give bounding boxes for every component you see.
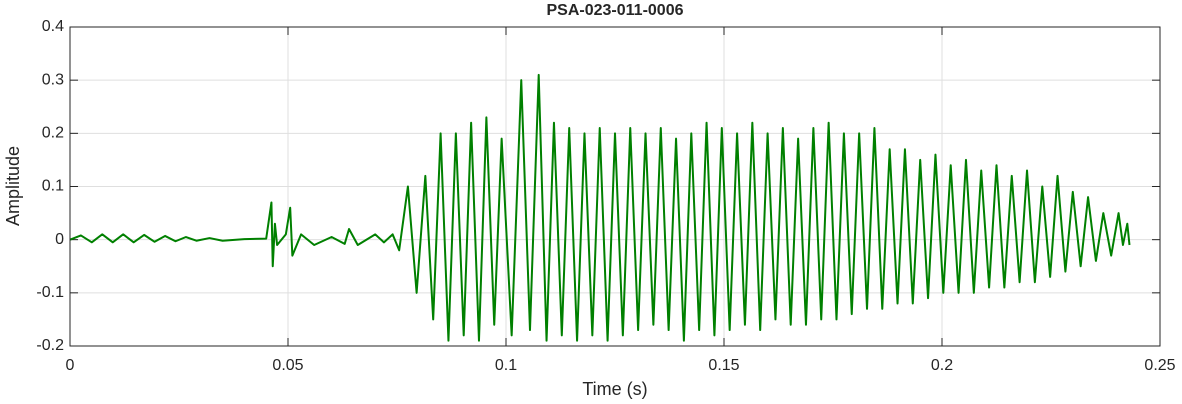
waveform-line (69, 73, 1131, 342)
x-tick-label: 0 (66, 357, 75, 374)
y-tick-label: -0.2 (36, 337, 64, 354)
y-tick-label: 0.3 (42, 71, 64, 88)
x-tick-label: 0.15 (708, 357, 739, 374)
y-tick-label: 0.2 (42, 125, 64, 142)
y-axis-label: Amplitude (3, 146, 23, 226)
chart-title: PSA-023-011-0006 (547, 2, 684, 19)
x-tick-label: 0.05 (272, 357, 303, 374)
y-tick-label: 0 (55, 231, 64, 248)
x-tick-label: 0.2 (931, 357, 953, 374)
y-tick-label: -0.1 (36, 284, 64, 301)
plot-frame (69, 26, 1161, 347)
x-tick-label: 0.25 (1144, 357, 1175, 374)
x-axis-label: Time (s) (582, 379, 647, 399)
y-tick-label: 0.1 (42, 178, 64, 195)
x-tick-label: 0.1 (495, 357, 517, 374)
y-tick-label: 0.4 (42, 18, 64, 35)
